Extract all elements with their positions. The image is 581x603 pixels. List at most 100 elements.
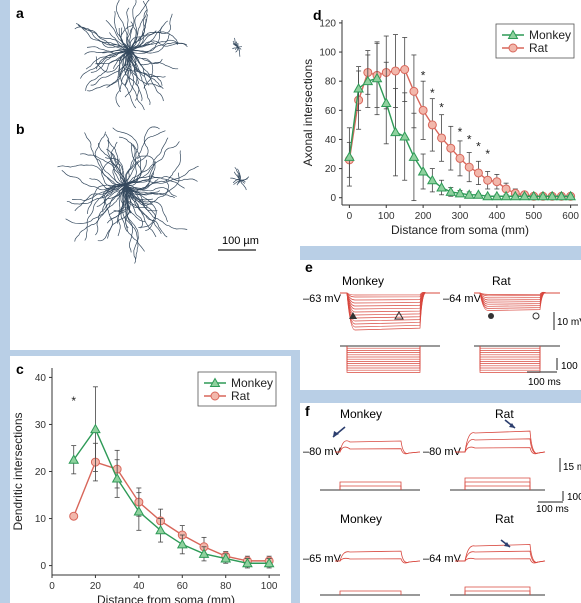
neurite-branch — [106, 148, 126, 185]
legend-marker — [508, 43, 518, 53]
e-rat-filled-circle — [488, 313, 494, 319]
current-step — [346, 346, 421, 373]
legend-label: Rat — [529, 41, 548, 55]
data-point-monkey — [111, 473, 123, 483]
neurite-branch — [129, 41, 155, 51]
e-scale-i: 100 pA — [561, 361, 581, 372]
x-tick-label: 0 — [49, 581, 55, 592]
x-tick-label: 0 — [347, 211, 353, 222]
neurite-branch — [130, 13, 173, 51]
neurite-branch — [235, 46, 239, 53]
y-tick-label: 80 — [325, 77, 337, 88]
neurite-branch — [234, 167, 241, 181]
y-tick-label: 120 — [319, 18, 336, 29]
panel-b-background — [10, 117, 300, 350]
neurite-branch — [124, 165, 199, 191]
legend-label: Monkey — [529, 28, 571, 42]
data-point-rat — [400, 65, 410, 75]
legend-box — [495, 23, 575, 59]
neurite-branch — [112, 127, 139, 186]
data-point-monkey — [353, 82, 364, 93]
data-point-monkey — [380, 97, 392, 108]
neurite-branch — [124, 175, 185, 189]
f-bottom-left-title: Monkey — [340, 512, 382, 526]
neurite-branch — [105, 133, 126, 186]
neurite-branch — [129, 40, 178, 51]
f-arrowhead-monkey — [333, 431, 339, 437]
y-tick-label: 0 — [330, 193, 336, 204]
neurite-branch — [74, 184, 126, 212]
x-tick-label: 40 — [133, 581, 145, 592]
data-point-monkey — [417, 165, 429, 176]
neurite-branch — [129, 33, 170, 54]
data-point-rat — [455, 153, 465, 163]
e-rat-open-circle — [532, 312, 540, 320]
neurite-branch — [85, 49, 131, 91]
f-top-left-title: Monkey — [340, 407, 382, 421]
neurite-branch — [124, 160, 140, 186]
data-point-monkey — [537, 190, 549, 201]
neurite-branch — [74, 26, 131, 51]
neurite-branch — [233, 179, 241, 185]
y-axis-label: Dendritic intersections — [11, 412, 25, 530]
neurite-branch — [116, 0, 131, 51]
data-point-rat — [437, 133, 447, 143]
current-step — [339, 481, 402, 490]
neurite-branch — [124, 184, 133, 253]
data-point-monkey — [509, 190, 521, 201]
x-tick-label: 300 — [452, 211, 469, 222]
neurite-branch — [95, 184, 126, 236]
neurite-branch — [125, 7, 131, 51]
data-point-monkey — [390, 126, 401, 137]
data-point-monkey — [242, 557, 253, 568]
neurite-branch — [129, 18, 147, 51]
neurite-branch — [124, 184, 157, 228]
neurite-branch — [129, 49, 163, 64]
x-tick-label: 20 — [90, 581, 102, 592]
neurite-branch — [66, 184, 126, 205]
y-axis-label: Axonal intersections — [301, 59, 315, 166]
neurite-branch — [239, 179, 246, 184]
neurite-branch — [124, 184, 160, 194]
panel-c-label: c — [16, 361, 24, 377]
neurite-branch — [124, 184, 175, 199]
f-scale-t: 100 ms — [536, 504, 569, 515]
neurite-branch — [238, 172, 241, 181]
neuron-b-rat-drawing — [230, 167, 250, 191]
y-tick-label: 60 — [325, 106, 337, 117]
neurite-branch — [106, 49, 131, 88]
data-point-monkey — [445, 186, 457, 196]
x-tick-label: 100 — [378, 211, 395, 222]
x-axis-label: Distance from soma (mm) — [391, 223, 529, 237]
neurite-branch — [239, 179, 247, 191]
neurite-branch — [110, 141, 126, 186]
neurite-branch — [120, 24, 133, 51]
data-point-monkey — [519, 190, 530, 201]
x-tick-label: 100 — [261, 581, 278, 592]
panel-d-label: d — [313, 7, 322, 23]
neurite-branch — [84, 132, 126, 186]
y-tick-label: 40 — [325, 135, 337, 146]
neurite-branch — [89, 178, 126, 190]
neurite-branch — [124, 179, 169, 206]
legend-label: Monkey — [231, 376, 273, 390]
data-point-rat — [409, 86, 419, 96]
neurite-branch — [124, 179, 159, 191]
y-tick-label: 100 — [319, 48, 336, 59]
neuron-b-monkey-drawing — [57, 126, 199, 264]
neurite-branch — [129, 49, 151, 105]
series-line-monkey — [73, 427, 270, 564]
neuron-a-monkey-drawing — [74, 0, 188, 111]
neurite-branch — [118, 136, 136, 186]
data-point-rat — [483, 175, 493, 185]
neurite-branch — [129, 0, 137, 50]
significance-star: * — [476, 140, 481, 154]
panel-b-label: b — [16, 121, 25, 137]
data-point-rat — [492, 177, 502, 187]
neurite-branch — [124, 184, 188, 230]
data-point-monkey — [176, 538, 188, 549]
panel-e-label: e — [305, 259, 313, 275]
neurite-branch — [129, 21, 137, 51]
panel-e-recordings: Monkey Rat –63 mV –64 mV 10 mV 100 pA 10… — [303, 274, 581, 388]
